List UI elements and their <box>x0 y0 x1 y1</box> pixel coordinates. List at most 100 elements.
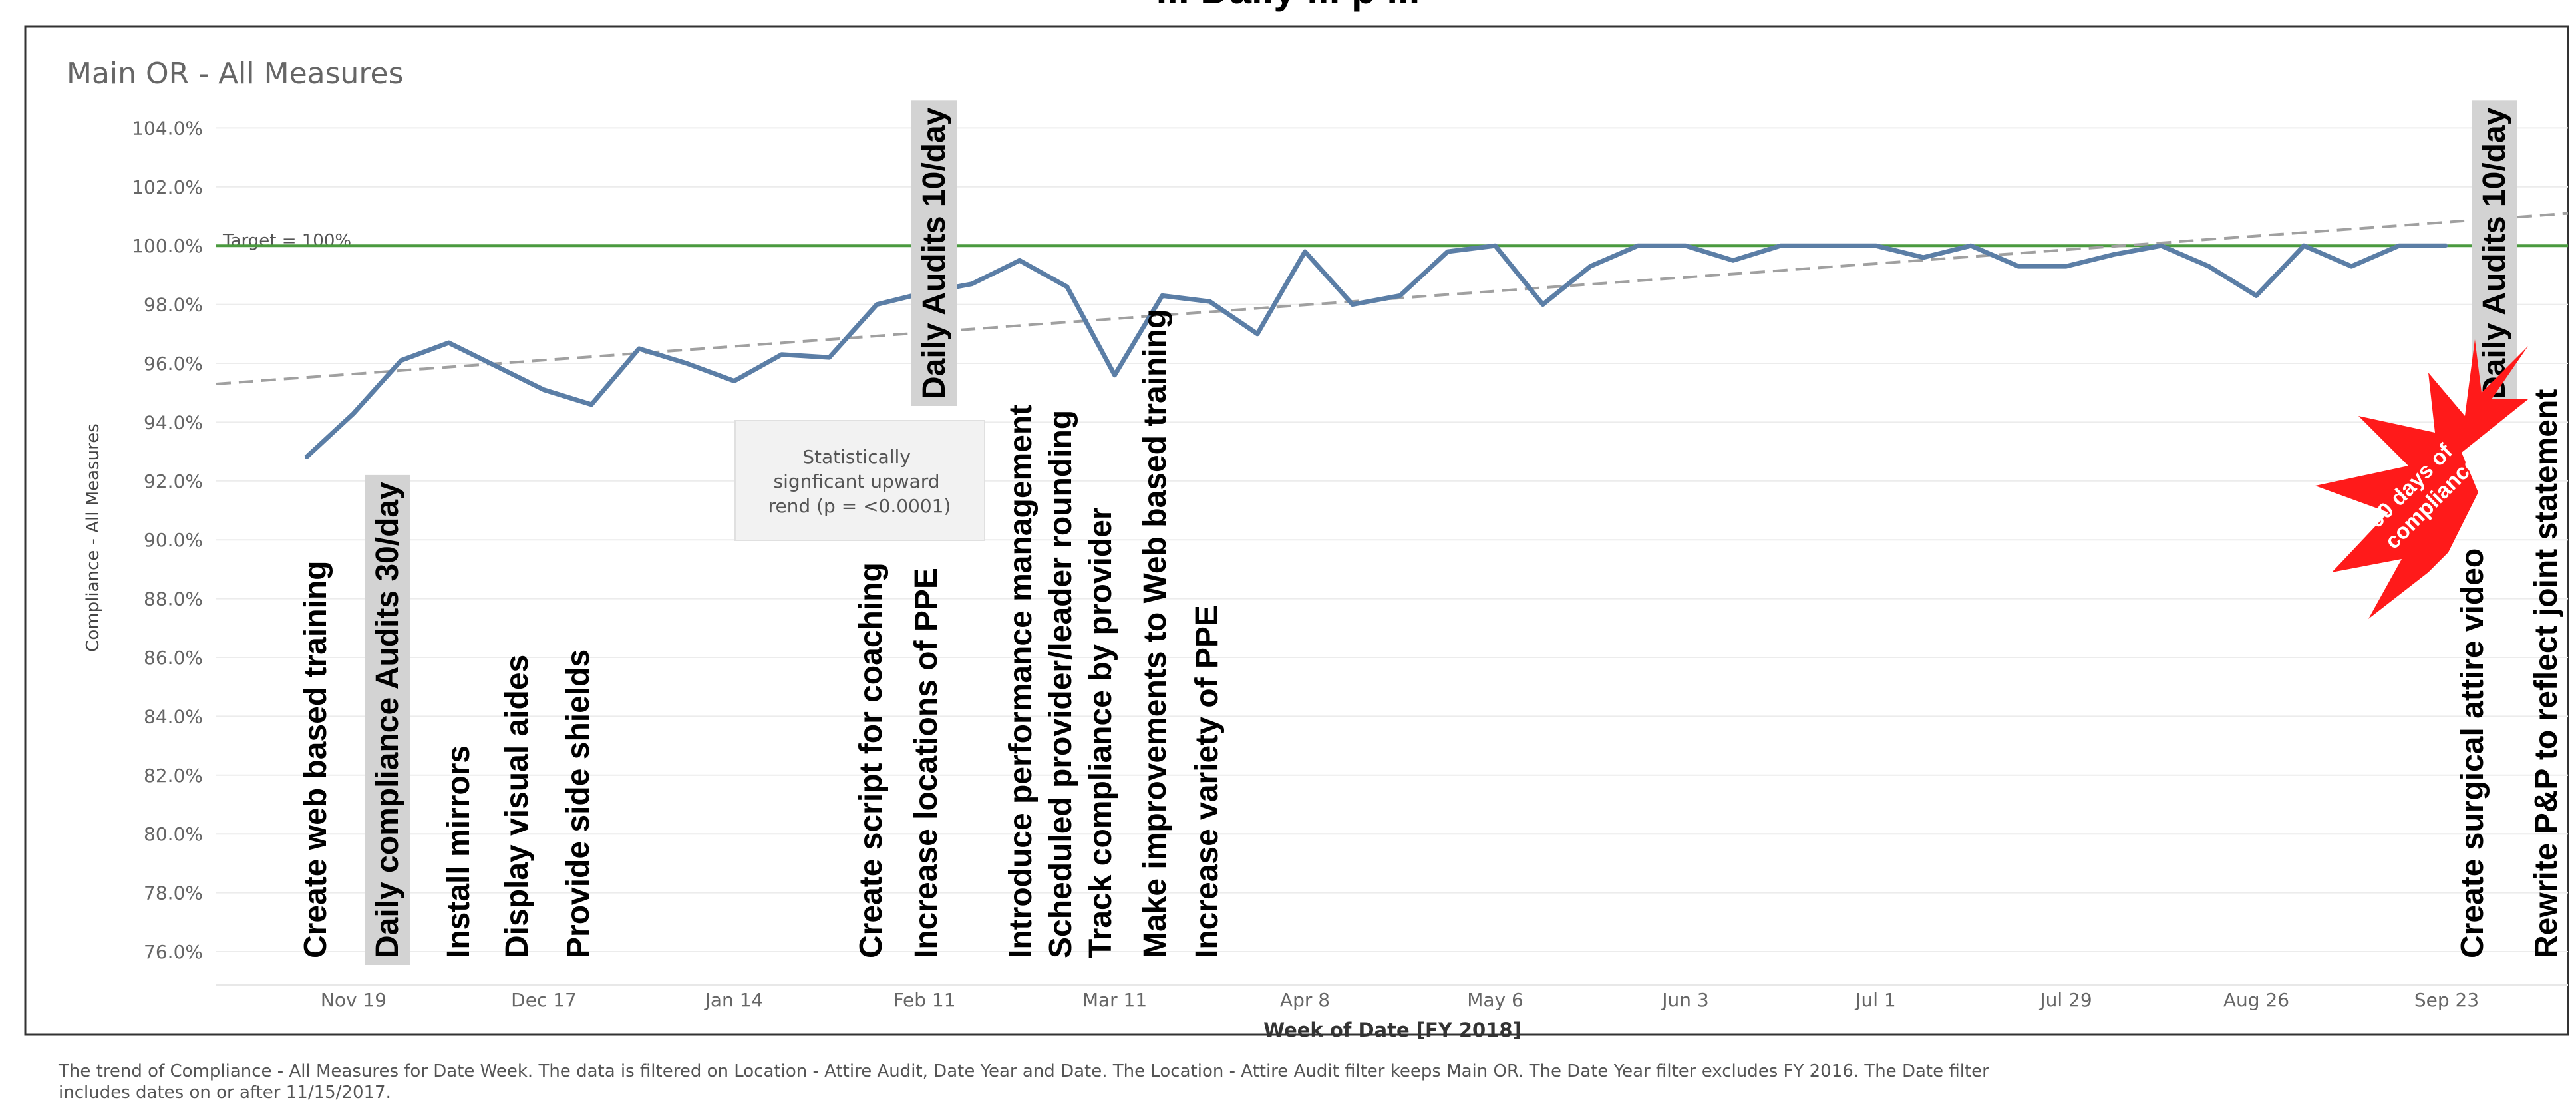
event-label: Make improvements to Web based training <box>1138 309 1173 958</box>
starburst-shape <box>2315 339 2528 619</box>
grid-layer <box>216 127 2568 986</box>
data-point <box>1303 250 1307 254</box>
y-tick-label: 84.0% <box>144 705 203 727</box>
data-point <box>2207 265 2210 268</box>
event-annotation: Make improvements to Web based training <box>1138 309 1173 958</box>
x-tick-label: Jul 1 <box>1854 989 1896 1011</box>
data-point <box>2350 265 2353 268</box>
data-point <box>2160 244 2163 248</box>
x-tick-label: Feb 11 <box>893 989 955 1011</box>
data-point <box>1922 256 1925 259</box>
event-annotation: Scheduled provider/leader rounding <box>1043 410 1078 958</box>
data-point <box>590 403 593 406</box>
data-point <box>2445 244 2448 248</box>
x-tick-label: May 6 <box>1467 989 1524 1011</box>
x-tick-label: Sep 23 <box>2414 989 2479 1011</box>
data-point <box>1684 244 1687 248</box>
y-tick-label: 86.0% <box>144 647 203 669</box>
x-tick-label: Mar 11 <box>1082 989 1147 1011</box>
data-point <box>876 303 878 306</box>
data-point <box>1779 244 1782 248</box>
target-label: Target = 100% <box>222 231 351 251</box>
event-annotation: Track compliance by provider <box>1083 507 1118 958</box>
event-annotation: Daily Audits 10/day <box>2472 100 2517 406</box>
event-label: Track compliance by provider <box>1083 507 1118 958</box>
chart-title: Main OR - All Measures <box>67 57 404 91</box>
event-label: Daily Audits 10/day <box>2477 107 2512 399</box>
y-tick-label: 92.0% <box>144 470 203 492</box>
y-tick-label: 90.0% <box>144 529 203 551</box>
compliance-series-line <box>304 243 2447 460</box>
data-point <box>732 379 736 383</box>
data-point <box>1874 244 1877 248</box>
footnote-line1: The trend of Compliance - All Measures f… <box>58 1061 1989 1081</box>
x-tick-label: Dec 17 <box>511 989 577 1011</box>
data-point <box>1351 303 1354 306</box>
event-highlight-box <box>365 474 410 965</box>
page-title: ... Daily ... p ... <box>1156 0 1420 12</box>
data-point <box>2398 244 2400 248</box>
event-annotation: Display visual aides <box>500 655 535 958</box>
data-point <box>305 456 307 459</box>
data-point <box>685 362 688 365</box>
data-point <box>828 356 831 359</box>
data-point <box>400 359 402 362</box>
data-point <box>1494 244 1497 248</box>
data-point <box>1589 265 1592 268</box>
data-point <box>2064 265 2068 268</box>
data-point <box>1113 373 1116 377</box>
data-point <box>1018 259 1021 262</box>
annotation-text: Statistically signficant upward rend (p … <box>768 446 951 517</box>
y-tick-label: 102.0% <box>132 176 203 198</box>
event-annotation: Daily Audits 10/day <box>911 100 957 406</box>
y-tick-label: 82.0% <box>144 765 203 787</box>
data-point <box>352 412 355 415</box>
event-label: Create web based training <box>298 561 333 959</box>
y-tick-label: 76.0% <box>144 941 203 963</box>
data-point <box>1969 244 1973 248</box>
event-label: Create surgical attire video <box>2455 548 2490 958</box>
y-tick-label: 78.0% <box>144 882 203 904</box>
y-tick-label: 100.0% <box>132 235 203 257</box>
data-point <box>1161 294 1164 297</box>
y-tick-label: 94.0% <box>144 411 203 433</box>
event-annotation: Rewrite P&P to reflect joint statement <box>2529 389 2564 958</box>
x-tick-label: Aug 26 <box>2223 989 2289 1011</box>
data-point <box>780 353 783 356</box>
data-point <box>2112 253 2115 256</box>
y-tick-label: 80.0% <box>144 823 203 845</box>
data-point <box>2255 294 2258 297</box>
x-axis-label: Week of Date [FY 2018] <box>1263 1019 1522 1041</box>
data-point <box>1827 244 1830 248</box>
data-point <box>637 347 641 350</box>
footnote-line2: includes dates on or after 11/15/2017. <box>59 1083 391 1103</box>
event-label: Daily Audits 10/day <box>917 107 952 399</box>
event-annotations: Create web based training Daily complianc… <box>298 100 2564 965</box>
event-label: Scheduled provider/leader rounding <box>1043 410 1078 958</box>
annotation-box <box>734 420 985 541</box>
series-layer <box>216 212 2569 460</box>
data-point <box>2017 265 2020 268</box>
x-tick-label: Jul 29 <box>2038 989 2092 1011</box>
data-point <box>971 282 973 285</box>
data-point <box>2303 244 2305 248</box>
event-annotation: Create script for coaching <box>854 562 889 958</box>
event-label: Introduce performance management <box>1003 405 1039 958</box>
event-label: Increase locations of PPE <box>909 568 944 958</box>
event-annotation: Daily compliance Audits 30/day <box>365 474 410 965</box>
event-label: Provide side shields <box>561 649 596 958</box>
data-point <box>1208 300 1211 303</box>
data-point <box>1066 285 1068 289</box>
x-tick-label: Apr 8 <box>1280 989 1330 1011</box>
data-point <box>447 341 450 345</box>
y-axis: 104.0% 102.0% 100.0% 98.0% 96.0% 94.0% 92.0% 90… <box>132 117 203 963</box>
event-annotation: Install mirrors <box>441 745 476 958</box>
event-highlight-box <box>2472 100 2517 406</box>
x-tick-label: Jan 14 <box>704 989 764 1011</box>
event-annotation: Increase variety of PPE <box>1190 605 1225 958</box>
event-label: Create script for coaching <box>854 562 889 958</box>
event-annotation: Increase locations of PPE <box>909 568 944 958</box>
y-axis-label: Compliance - All Measures <box>83 423 103 652</box>
event-annotation: Create surgical attire video <box>2455 548 2490 958</box>
chart-frame <box>24 25 2569 1036</box>
